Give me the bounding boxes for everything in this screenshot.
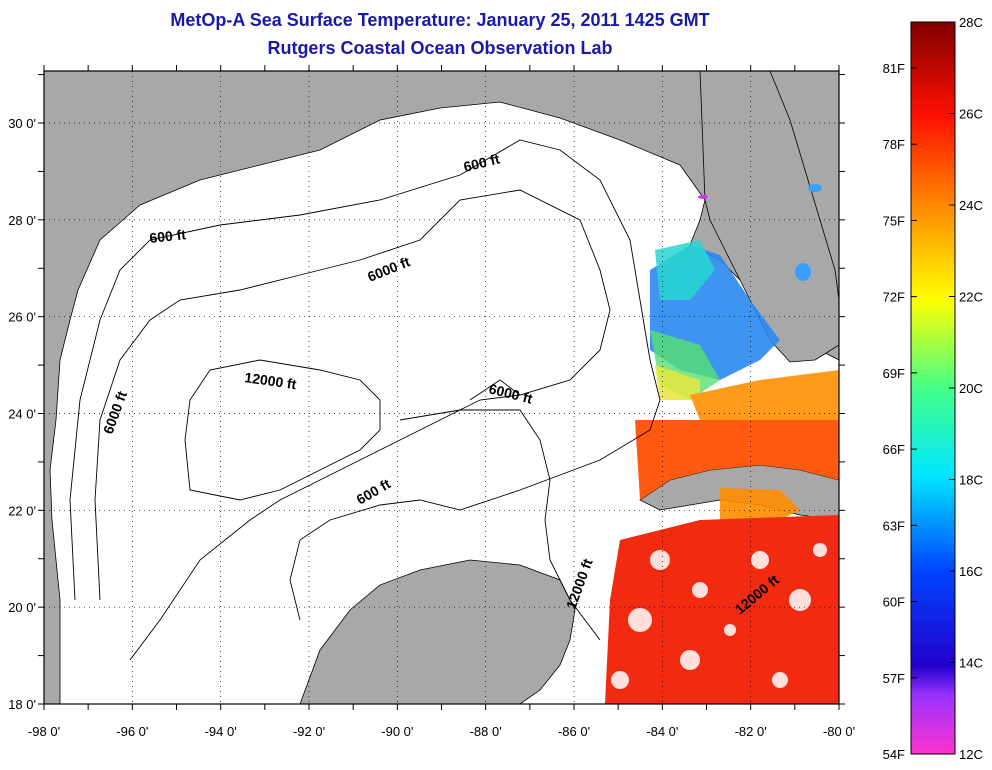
celsius-label: 28C [959,15,983,30]
fahrenheit-label: 66F [883,442,905,457]
bathymetry-contours [69,139,661,661]
celsius-label: 26C [959,107,983,122]
fahrenheit-label: 63F [883,518,905,533]
colorbar-gradient [910,21,956,755]
celsius-labels: 28C 26C 24C 22C 20C 18C 16C 14C 12C [959,15,983,762]
lon-tick-label: -82 0' [735,724,767,739]
colorbar: 28C 26C 24C 22C 20C 18C 16C 14C 12C 81F … [883,15,983,762]
fahrenheit-label: 69F [883,366,905,381]
lon-tick-label: -88 0' [470,724,502,739]
celsius-label: 16C [959,564,983,579]
lat-tick-label: 18 0' [8,697,36,712]
celsius-label: 20C [959,381,983,396]
axis-ticks [38,65,845,710]
yucatan-land [299,559,576,704]
contour-label: 600 ft [149,226,187,246]
celsius-label: 12C [959,747,983,762]
lon-tick-label: -90 0' [381,724,413,739]
fahrenheit-label: 78F [883,137,905,152]
sst-data [605,184,839,704]
contour-6000ft [94,189,611,661]
celsius-label: 18C [959,473,983,488]
fahrenheit-label: 72F [883,290,905,305]
lon-tick-label: -98 0' [28,724,60,739]
fahrenheit-labels: 81F 78F 75F 72F 69F 66F 63F 60F 57F 54F [883,61,905,762]
lon-tick-label: -86 0' [558,724,590,739]
map-title: MetOp-A Sea Surface Temperature: January… [170,10,710,30]
florida-land [699,71,839,363]
celsius-label: 14C [959,656,983,671]
lat-tick-label: 20 0' [8,600,36,615]
fahrenheit-label: 60F [883,595,905,610]
celsius-label: 22C [959,290,983,305]
lat-tick-label: 28 0' [8,213,36,228]
fahrenheit-label: 57F [883,671,905,686]
contour-label: 12000 ft [244,369,298,392]
lat-tick-label: 24 0' [8,407,36,422]
lon-tick-label: -92 0' [293,724,325,739]
contour-600ft [69,139,661,621]
lon-tick-label: -80 0' [823,724,855,739]
fahrenheit-label: 81F [883,61,905,76]
lon-tick-label: -94 0' [205,724,237,739]
graticule [44,71,839,704]
contour-12000ft [184,359,381,501]
latitude-labels: 30 0' 28 0' 26 0' 24 0' 22 0' 20 0' 18 0… [8,116,36,712]
fahrenheit-label: 75F [883,213,905,228]
lon-tick-label: -84 0' [646,724,678,739]
lat-tick-label: 30 0' [8,116,36,131]
fahrenheit-label: 54F [883,747,905,762]
lat-tick-label: 26 0' [8,310,36,325]
lat-tick-label: 22 0' [8,503,36,518]
celsius-label: 24C [959,198,983,213]
map-subtitle: Rutgers Coastal Ocean Observation Lab [267,38,613,58]
longitude-labels: -98 0' -96 0' -94 0' -92 0' -90 0' -88 0… [28,724,855,739]
lon-tick-label: -96 0' [116,724,148,739]
